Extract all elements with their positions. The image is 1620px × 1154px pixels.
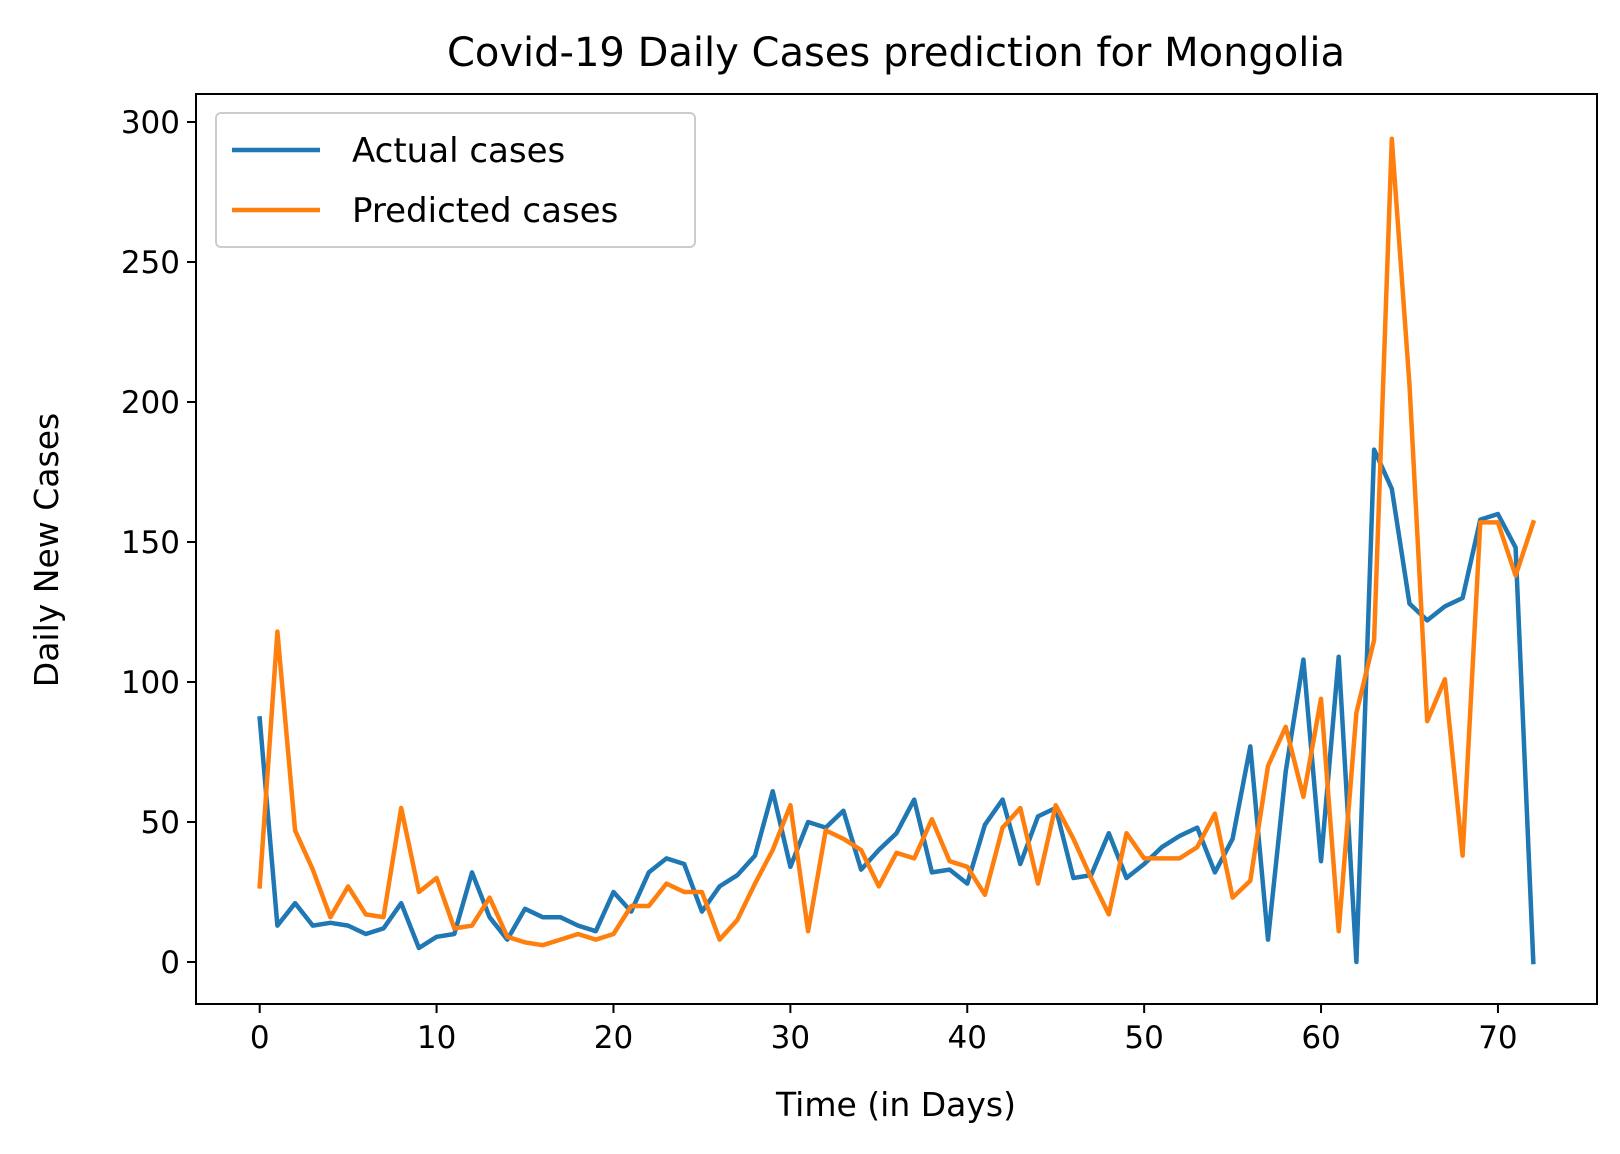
x-tick-label: 50 bbox=[1124, 1020, 1163, 1056]
legend-frame bbox=[215, 112, 696, 248]
y-tick-label: 300 bbox=[121, 105, 180, 141]
series-line-actual bbox=[257, 447, 1536, 965]
legend-label-predicted: Predicted cases bbox=[352, 191, 618, 231]
x-tick-label: 60 bbox=[1301, 1020, 1340, 1056]
y-tick-label: 200 bbox=[121, 385, 180, 421]
x-tick-label: 70 bbox=[1478, 1020, 1517, 1056]
legend-label-actual: Actual cases bbox=[352, 131, 565, 171]
series-layer bbox=[257, 136, 1537, 965]
x-tick-label: 20 bbox=[594, 1020, 633, 1056]
x-tick-label: 40 bbox=[948, 1020, 987, 1056]
x-tick-label: 30 bbox=[771, 1020, 810, 1056]
chart-title: Covid-19 Daily Cases prediction for Mong… bbox=[447, 30, 1345, 76]
series-lines bbox=[257, 136, 1537, 965]
series-line-predicted bbox=[257, 136, 1537, 948]
y-tick-label: 0 bbox=[160, 945, 180, 981]
y-tick-label: 50 bbox=[141, 805, 180, 841]
y-tick-label: 150 bbox=[121, 525, 180, 561]
axes-layer: 0 10 20 30 40 50 60 70 0 50 100 150 200 250 300 bbox=[121, 93, 1598, 1056]
y-tick-label: 250 bbox=[121, 245, 180, 281]
x-tick-label: 10 bbox=[417, 1020, 456, 1056]
x-axis-title: Time (in Days) bbox=[775, 1085, 1016, 1124]
x-tick-label: 0 bbox=[250, 1020, 270, 1056]
y-axis-title: Daily New Cases bbox=[27, 413, 66, 687]
plot-frame bbox=[195, 93, 1598, 1005]
y-tick-label: 100 bbox=[121, 665, 180, 701]
legend: Actual cases Predicted cases bbox=[215, 112, 696, 248]
